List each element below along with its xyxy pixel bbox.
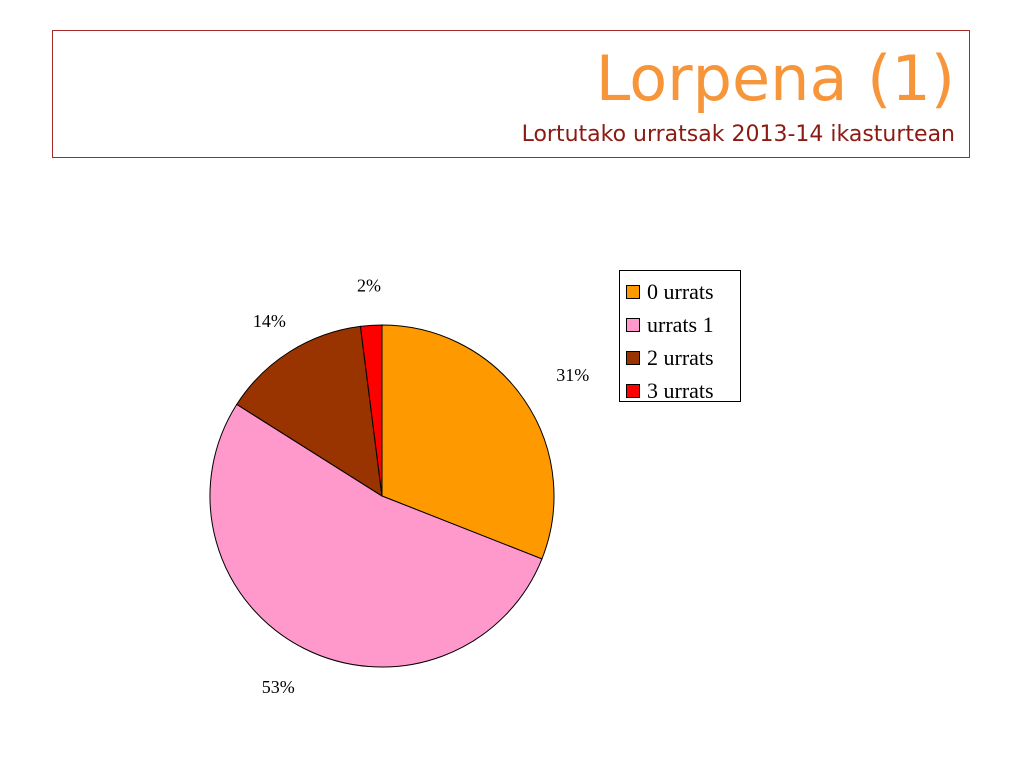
slice-label-1: 53% xyxy=(262,677,295,697)
legend-swatch-2 xyxy=(626,350,640,365)
legend-swatch-1 xyxy=(626,317,640,332)
legend-item-0: 0 urrats xyxy=(626,275,740,308)
slice-label-3: 2% xyxy=(357,275,381,295)
pie-slice-0 xyxy=(381,324,555,560)
slice-label-2: 14% xyxy=(253,311,286,331)
legend-label-0: 0 urrats xyxy=(647,278,714,304)
legend-item-2: 2 urrats xyxy=(626,341,740,374)
pie-slice-1 xyxy=(209,403,543,668)
legend-label-3: 3 urrats xyxy=(647,377,714,403)
legend-swatch-3 xyxy=(626,383,640,398)
slide-title: Lorpena (1) xyxy=(595,42,955,115)
slice-label-0: 31% xyxy=(556,365,589,385)
pie-slice-2 xyxy=(236,325,383,497)
chart-legend: 0 urrats urrats 1 2 urrats 3 urrats xyxy=(619,270,741,403)
legend-swatch-0 xyxy=(626,284,640,299)
title-frame: Lorpena (1) Lortutako urratsak 2013-14 i… xyxy=(52,30,970,158)
legend-label-2: 2 urrats xyxy=(647,344,714,370)
legend-label-1: urrats 1 xyxy=(647,311,714,337)
legend-item-3: 3 urrats xyxy=(626,374,740,407)
legend-item-1: urrats 1 xyxy=(626,308,740,341)
slide-subtitle: Lortutako urratsak 2013-14 ikasturtean xyxy=(521,122,955,147)
pie-slice-3 xyxy=(359,324,383,497)
